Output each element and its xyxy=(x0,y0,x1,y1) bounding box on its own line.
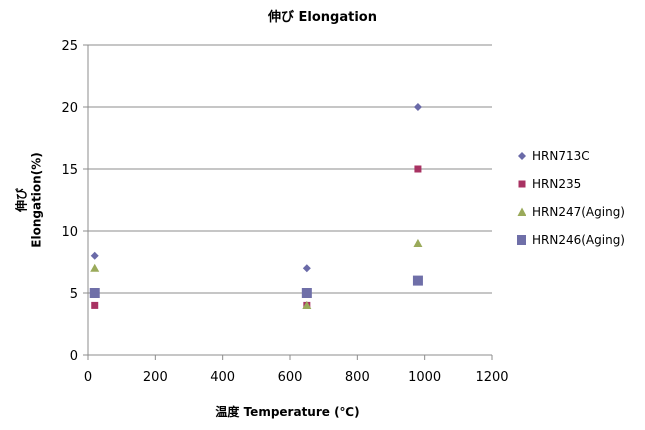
x-tick-label: 1000 xyxy=(408,370,441,385)
legend-item: HRN235 xyxy=(516,170,625,198)
data-point-hrn713c xyxy=(302,264,311,273)
chart-title: 伸び Elongation xyxy=(268,10,377,25)
data-point-hrn235 xyxy=(414,165,422,173)
legend-marker-icon xyxy=(516,206,526,218)
y-tick-label: 10 xyxy=(61,225,78,240)
x-tick-label: 0 xyxy=(84,370,92,385)
data-point-hrn246-aging- xyxy=(89,288,100,298)
legend-marker-icon xyxy=(516,234,526,246)
legend-marker-icon xyxy=(516,178,526,190)
legend-label: HRN713C xyxy=(532,149,590,163)
legend-label: HRN246(Aging) xyxy=(532,233,625,247)
y-tick-label: 20 xyxy=(61,101,78,116)
y-tick-label: 5 xyxy=(70,287,78,302)
x-tick-label: 400 xyxy=(210,370,235,385)
data-point-hrn235 xyxy=(91,301,99,309)
x-tick-label: 600 xyxy=(278,370,303,385)
data-point-hrn246-aging- xyxy=(412,275,423,286)
data-point-hrn247-aging- xyxy=(302,300,312,309)
legend-item: HRN247(Aging) xyxy=(516,198,625,226)
data-point-hrn247-aging- xyxy=(413,238,423,247)
legend-label: HRN235 xyxy=(532,177,582,191)
data-point-hrn246-aging- xyxy=(301,288,312,298)
legend-label: HRN247(Aging) xyxy=(532,205,625,219)
y-tick-label: 0 xyxy=(70,349,78,364)
legend-marker-icon xyxy=(516,150,526,162)
y-tick-label: 15 xyxy=(61,163,78,178)
data-point-hrn713c xyxy=(413,103,422,111)
x-tick-label: 200 xyxy=(143,370,168,385)
x-axis-label: 温度 Temperature (℃) xyxy=(215,405,360,419)
legend-item: HRN713C xyxy=(516,142,625,170)
x-tick-label: 1200 xyxy=(475,370,508,385)
data-point-hrn713c xyxy=(90,251,99,260)
x-tick-label: 800 xyxy=(345,370,370,385)
data-point-hrn247-aging- xyxy=(90,263,100,272)
y-tick-label: 25 xyxy=(61,39,78,54)
legend-item: HRN246(Aging) xyxy=(516,226,625,254)
legend: HRN713C HRN235 HRN247(Aging) HRN246(Aging) xyxy=(516,142,625,254)
